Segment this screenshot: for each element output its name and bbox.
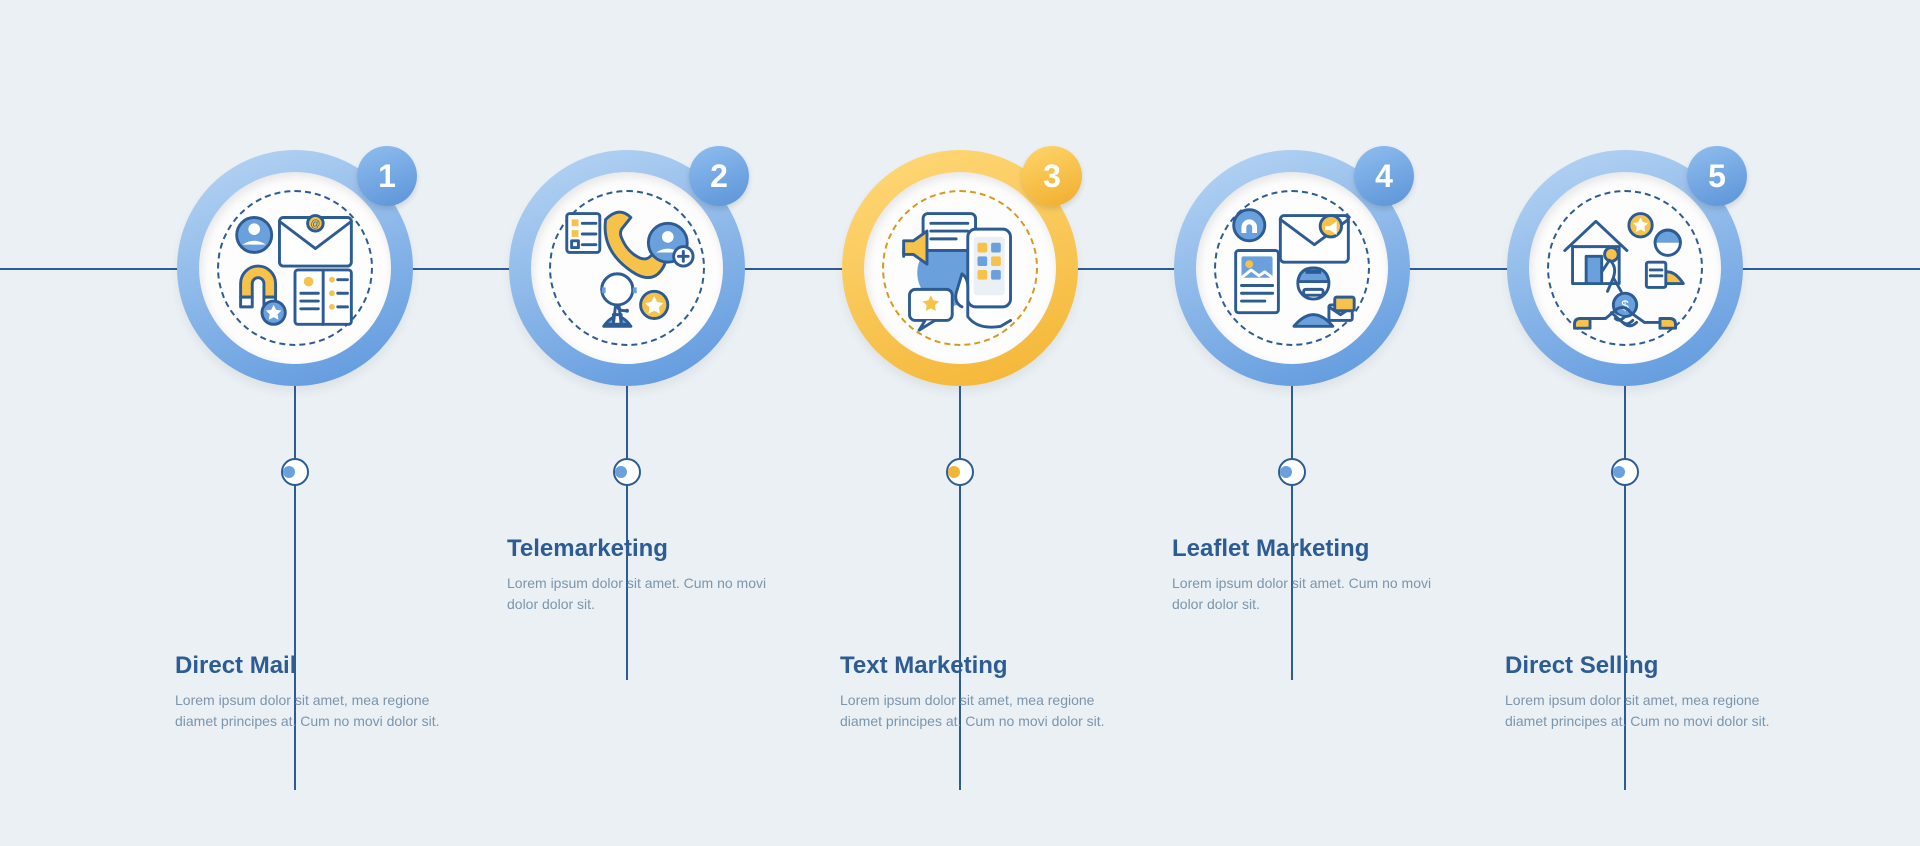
step-title: Telemarketing [507, 535, 777, 563]
step-description: Lorem ipsum dolor sit amet. Cum no movi … [1172, 573, 1442, 616]
step-ring: 1 [177, 150, 413, 386]
direct-selling-icon [1557, 200, 1693, 336]
connector-node [946, 458, 974, 486]
text-marketing-icon [892, 200, 1028, 336]
step-text: Direct Selling Lorem ipsum dolor sit amet… [1505, 652, 1775, 733]
step-text: Text Marketing Lorem ipsum dolor sit amet… [840, 652, 1110, 733]
step-ring: 3 [842, 150, 1078, 386]
leaflet-marketing-icon [1224, 200, 1360, 336]
step-title: Direct Selling [1505, 652, 1775, 680]
step-description: Lorem ipsum dolor sit amet, mea regione … [175, 690, 445, 733]
step-text: Telemarketing Lorem ipsum dolor sit amet.… [507, 535, 777, 616]
step-number-badge: 1 [357, 146, 417, 206]
step-description: Lorem ipsum dolor sit amet. Cum no movi … [507, 573, 777, 616]
infographic-step-4: 4Leaflet MarketingLorem ipsum dolor sit … [1142, 150, 1442, 386]
step-ring: 4 [1174, 150, 1410, 386]
step-title: Direct Mail [175, 652, 445, 680]
step-text: Direct Mail Lorem ipsum dolor sit amet, m… [175, 652, 445, 733]
step-number-badge: 3 [1022, 146, 1082, 206]
direct-mail-icon [227, 200, 363, 336]
connector-line [626, 386, 628, 680]
telemarketing-icon [559, 200, 695, 336]
step-ring: 2 [509, 150, 745, 386]
step-description: Lorem ipsum dolor sit amet, mea regione … [1505, 690, 1775, 733]
connector-node [1611, 458, 1639, 486]
step-ring: 5 [1507, 150, 1743, 386]
infographic-step-3: 3Text MarketingLorem ipsum dolor sit ame… [810, 150, 1110, 386]
connector-node [1278, 458, 1306, 486]
step-title: Text Marketing [840, 652, 1110, 680]
connector-line [1291, 386, 1293, 680]
connector-node [281, 458, 309, 486]
step-number-badge: 5 [1687, 146, 1747, 206]
infographic-step-1: 1Direct MailLorem ipsum dolor sit amet, … [145, 150, 445, 386]
step-description: Lorem ipsum dolor sit amet, mea regione … [840, 690, 1110, 733]
infographic-canvas: 1 Direct Mail Lorem ipsum dolor sit amet, … [0, 0, 1920, 846]
infographic-step-2: 2TelemarketingLorem ipsum dolor sit amet… [477, 150, 777, 386]
step-title: Leaflet Marketing [1172, 535, 1442, 563]
connector-node [613, 458, 641, 486]
step-text: Leaflet Marketing Lorem ipsum dolor sit a… [1172, 535, 1442, 616]
infographic-step-5: 5Direct SellingLorem ipsum dolor sit ame… [1475, 150, 1775, 386]
step-number-badge: 4 [1354, 146, 1414, 206]
step-number-badge: 2 [689, 146, 749, 206]
